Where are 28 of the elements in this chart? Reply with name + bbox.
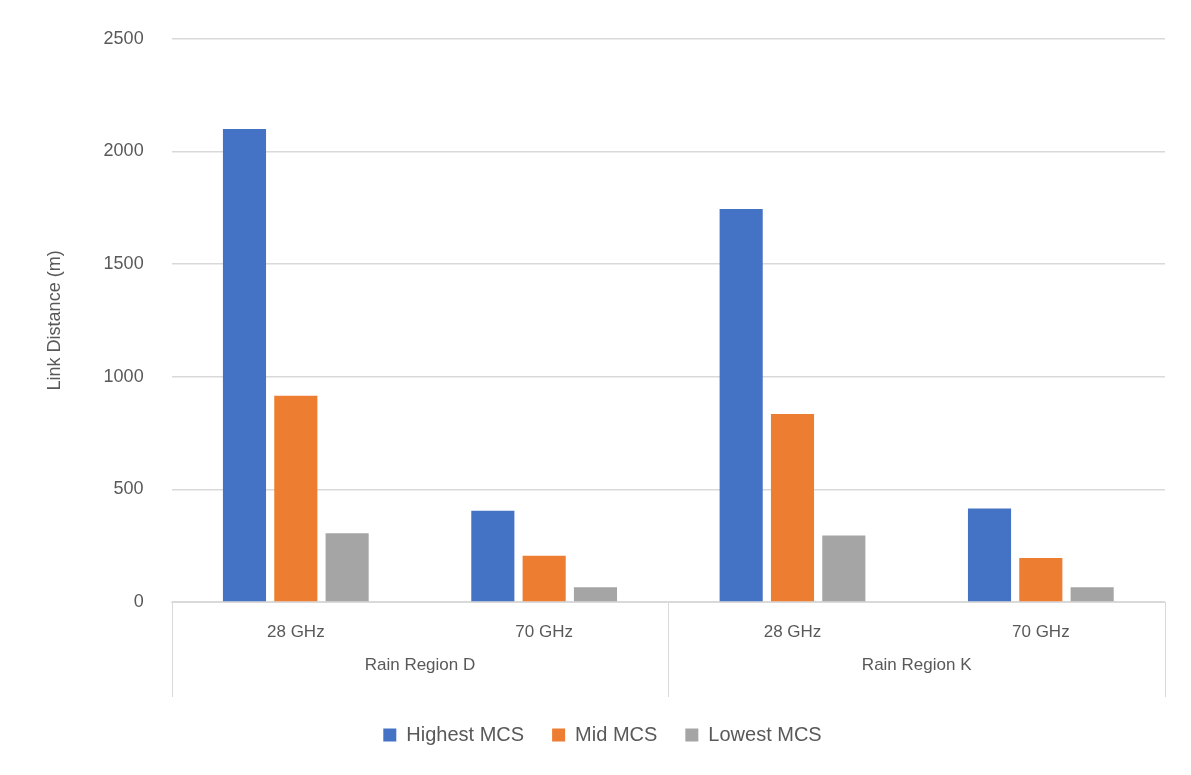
bar [1070, 587, 1114, 602]
x-tick-label: 70 GHz [1012, 621, 1070, 641]
bar [274, 395, 318, 602]
bar [222, 128, 267, 602]
y-tick-label: 2000 [103, 140, 144, 161]
bar [1019, 558, 1063, 602]
text: Rain Region K [861, 654, 973, 674]
y-tick-label: 2500 [103, 27, 144, 48]
legend-label: Mid MCS [575, 722, 658, 745]
bar [325, 533, 369, 602]
text: Rain Region D [364, 654, 476, 674]
x-tick-label: 70 GHz [515, 621, 573, 641]
y-tick-label: 500 [113, 478, 144, 499]
bar [471, 510, 515, 602]
x-tick-label: 28 GHz [763, 621, 822, 641]
y-tick-label: 1500 [103, 253, 144, 274]
bar [573, 587, 618, 602]
legend-label: Highest MCS [406, 722, 525, 745]
y-tick-label: 1000 [103, 365, 144, 386]
bar [822, 535, 866, 602]
y-axis-title: Link Distance (m) [43, 250, 64, 391]
bar [522, 555, 566, 602]
legend-label: Lowest MCS [708, 722, 822, 745]
x-tick-label: 28 GHz [266, 621, 325, 641]
bar [719, 208, 763, 602]
y-tick-label: 0 [133, 590, 144, 611]
bar [770, 413, 815, 602]
bar [967, 508, 1012, 602]
